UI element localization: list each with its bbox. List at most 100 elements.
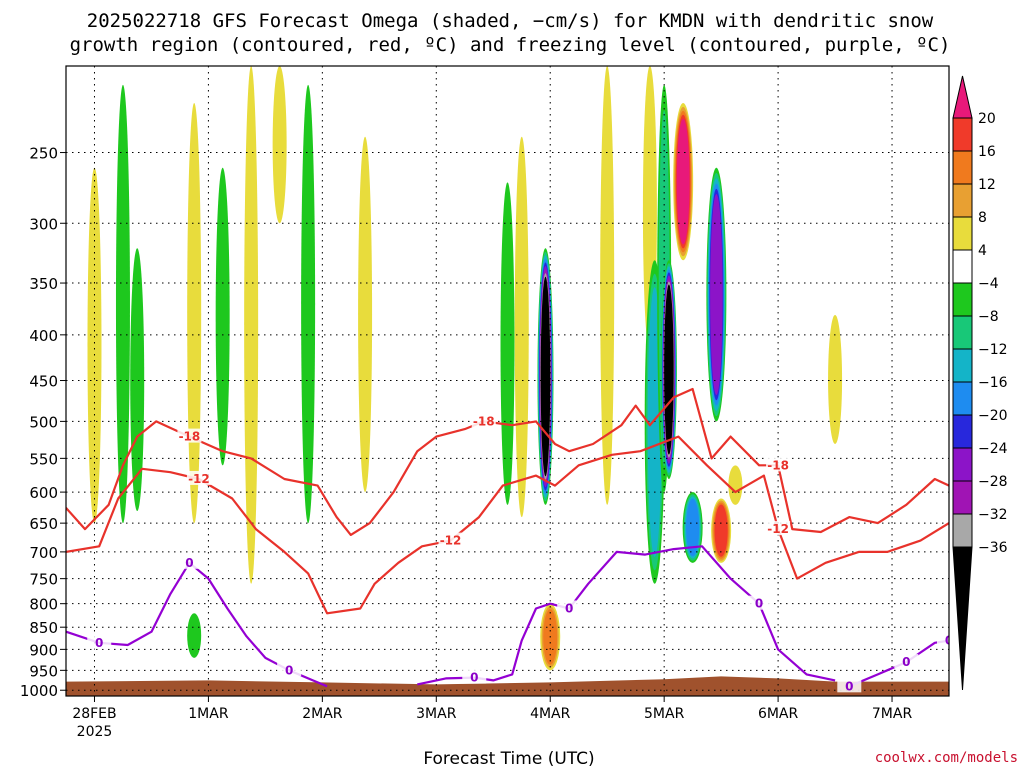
y-tick-label-550: 550 [29, 450, 58, 468]
omega-cell-6-0 [244, 66, 259, 584]
contour-label-bg-0c-2 [937, 632, 949, 647]
contour-label-bg-0-2 [277, 662, 302, 677]
credit-text: coolwx.com/models [875, 750, 1018, 766]
omega-cell-24-0 [828, 314, 843, 444]
colorbar-label-5: −4 [978, 276, 999, 292]
contour-label-bg--12-0 [186, 470, 211, 485]
ground-surface [66, 676, 949, 696]
colorbar-label-12: −32 [978, 507, 1008, 523]
contour-label-bg-0-1 [177, 554, 202, 569]
contour-label-bg-0-0 [87, 634, 112, 649]
x-tick-label-28FEB: 28FEB [72, 706, 116, 722]
x-axis: 28FEB 2025 1MAR 2MAR 3MAR 4MAR 5MAR 6MAR 7MAR [72, 696, 912, 740]
contour-label-bg--18-2 [766, 457, 791, 472]
contour-label-0b-1: 0 [565, 601, 573, 615]
contour-label-0b-0: 0 [470, 671, 478, 685]
y-tick-label-850: 850 [29, 619, 58, 637]
contours: -18 -18 -18 -12 -12 -12 0 0 0 0 0 0 0 0 0 [66, 387, 953, 693]
contour-label-bg--12-1 [438, 532, 463, 547]
omega-cell-2-0 [130, 248, 145, 512]
contour--18 [66, 387, 949, 537]
omega-cell-9-0 [358, 136, 373, 493]
colorbar-band-9 [952, 381, 973, 416]
contour-label-0c-1: 0 [902, 655, 910, 669]
omega-cell-5-0 [215, 167, 230, 466]
omega-cell-20-3 [686, 498, 700, 557]
omega-cell-4-0 [187, 613, 202, 658]
contour-label-0-0: 0 [95, 636, 103, 650]
colorbar-band-1 [952, 117, 973, 152]
contour-label-bg-0b-0 [462, 669, 487, 684]
ground-layer [66, 676, 949, 696]
colorbar-band-8 [952, 348, 973, 383]
contour-label-bg--18-0 [177, 428, 202, 443]
colorbar-band-7 [952, 315, 973, 350]
y-axis: 250 300 350 400 450 500 550 600 650 700 750 800 850 9… [20, 145, 66, 700]
omega-cell-23-0 [728, 465, 743, 505]
x-tick-label-2MAR: 2MAR [302, 706, 343, 722]
colorbar-label-6: −8 [978, 309, 999, 325]
y-tick-label-700: 700 [29, 544, 58, 562]
colorbar: 20 16 12 8 4 −4 −8 −12 −16 −20 −24 −28 −32 −36 [952, 75, 1008, 691]
contour-label--18-0: -18 [179, 430, 201, 444]
colorbar-band-10 [952, 414, 973, 449]
colorbar-label-11: −28 [978, 474, 1008, 490]
colorbar-band-2 [952, 150, 973, 185]
colorbar-band-13 [952, 513, 973, 548]
colorbar-label-2: 12 [978, 177, 996, 193]
contour-label--12-1: -12 [440, 534, 462, 548]
colorbar-label-9: −20 [978, 408, 1008, 424]
contour-label-bg-0c-1 [894, 654, 919, 669]
colorbar-label-4: 4 [978, 243, 987, 259]
colorbar-label-3: 8 [978, 210, 987, 226]
colorbar-bottom-arrow [952, 546, 973, 691]
omega-cell-8-0 [301, 84, 316, 524]
omega-cell-19-4 [676, 118, 690, 245]
x-tick-label-6MAR: 6MAR [758, 706, 799, 722]
colorbar-band-12 [952, 480, 973, 515]
y-tick-label-600: 600 [29, 484, 58, 502]
colorbar-label-13: −36 [978, 540, 1008, 556]
colorbar-label-10: −24 [978, 441, 1008, 457]
contour-label-0-1: 0 [185, 556, 193, 570]
contour-label-bg--18-1 [471, 413, 496, 428]
x-tick-label-1MAR: 1MAR [188, 706, 229, 722]
colorbar-band-4 [952, 216, 973, 251]
colorbar-band-5 [952, 249, 973, 284]
colorbar-top-arrow [952, 75, 973, 119]
contour-label--18-2: -18 [767, 458, 789, 472]
omega-cell-1-0 [115, 84, 130, 524]
x-tick-label-5MAR: 5MAR [644, 706, 685, 722]
contour-label--12-2: -12 [767, 522, 789, 536]
contour-label--18-1: -18 [473, 414, 495, 428]
colorbar-band-11 [952, 447, 973, 482]
y-tick-label-450: 450 [29, 373, 58, 391]
omega-cell-21-5 [710, 194, 723, 395]
x-axis-title: Forecast Time (UTC) [423, 749, 594, 768]
y-tick-label-400: 400 [29, 327, 58, 345]
y-tick-label-500: 500 [29, 413, 58, 431]
colorbar-label-1: 16 [978, 144, 996, 160]
y-tick-label-300: 300 [29, 215, 58, 233]
contour-label-0c-0: 0 [845, 679, 853, 693]
contour-label-0b-2: 0 [755, 597, 763, 611]
colorbar-band-3 [952, 183, 973, 218]
y-tick-label-950: 950 [29, 662, 58, 680]
omega-cell-18-8 [664, 284, 674, 455]
y-tick-label-250: 250 [29, 145, 58, 163]
y-tick-label-650: 650 [29, 515, 58, 533]
omega-cell-11-0 [514, 136, 529, 518]
contour-label-0-2: 0 [285, 663, 293, 677]
y-tick-label-350: 350 [29, 275, 58, 293]
y-tick-label-900: 900 [29, 641, 58, 659]
omega-cell-12-8 [540, 276, 551, 477]
chart-title-line-1: 2025022718 GFS Forecast Omega (shaded, −… [87, 10, 934, 32]
contour-label-bg--12-2 [766, 521, 791, 536]
x-tick-sublabel-28FEB: 2025 [77, 724, 113, 740]
omega-cell-3-0 [187, 102, 202, 524]
contour-label--12-0: -12 [188, 472, 210, 486]
y-tick-label-1000: 1000 [20, 682, 58, 700]
contour-label-0c-2: 0 [945, 634, 953, 648]
contour-label-bg-0b-1 [557, 600, 582, 615]
omega-cell-7-0 [272, 66, 287, 224]
